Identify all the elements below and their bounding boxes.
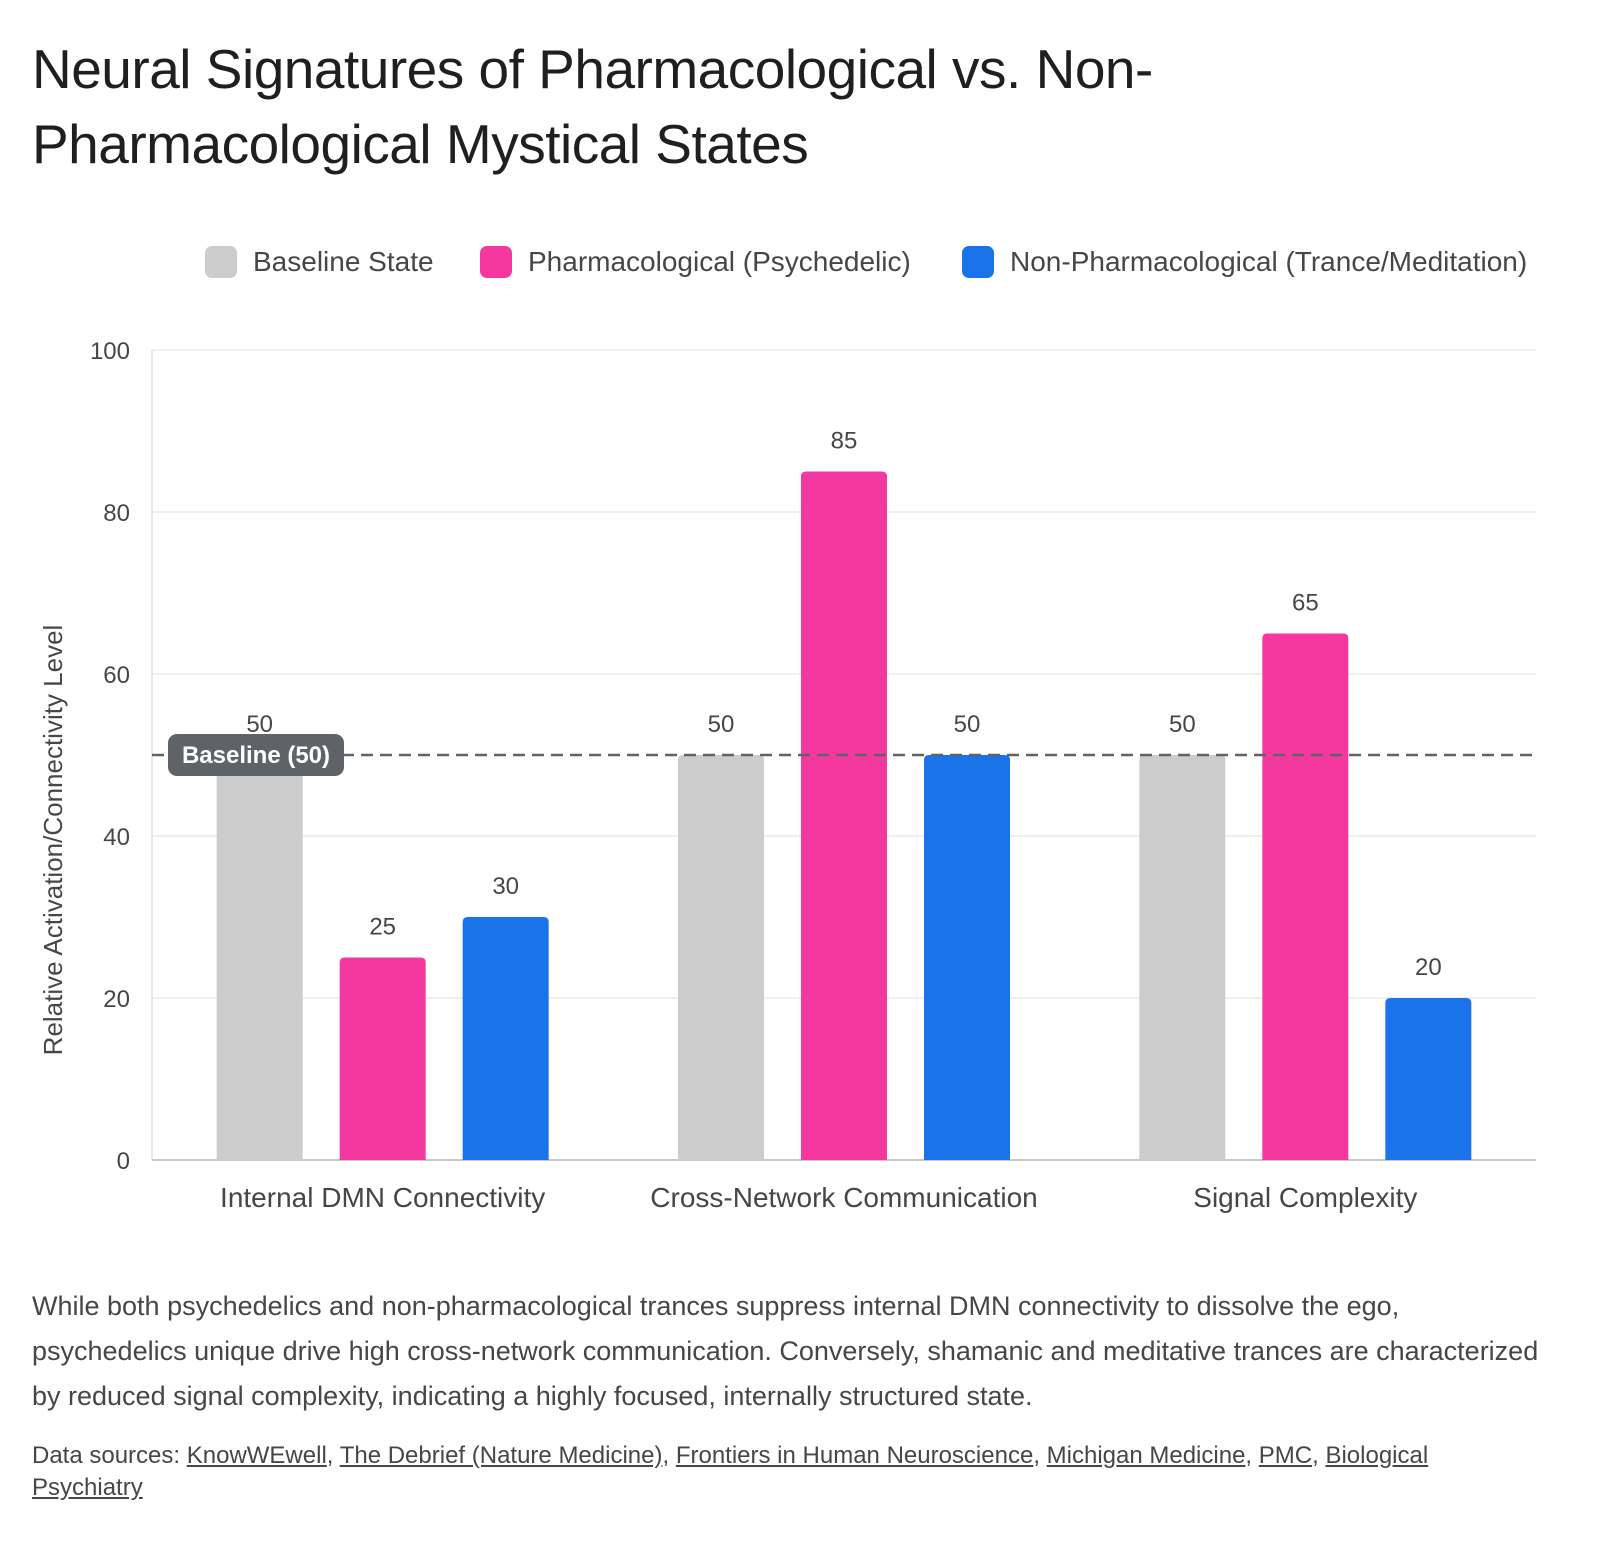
legend-label-baseline: Baseline State [253,246,434,277]
y-tick-label: 40 [103,824,130,851]
y-tick-label: 80 [103,500,130,527]
data-label: 20 [1415,954,1442,981]
y-tick-label: 100 [90,338,130,365]
y-tick-label: 0 [117,1148,130,1175]
data-label: 50 [708,711,735,738]
source-link-biological-psychiatry[interactable]: Biological Psychiatry [32,1442,1429,1501]
legend-label-pharmacological: Pharmacological (Psychedelic) [528,246,911,277]
data-sources: Data sources: KnowWEwell, The Debrief (N… [32,1442,1429,1501]
source-link-the-debrief[interactable]: The Debrief (Nature Medicine) [339,1442,663,1469]
x-tick-label: Internal DMN Connectivity [220,1182,545,1213]
data-label: 65 [1292,590,1319,617]
legend-item-non-pharmacological[interactable]: Non-Pharmacological (Trance/Meditation) [962,242,1527,282]
legend-item-baseline[interactable]: Baseline State [205,242,434,282]
bar-non-pharmacological [1385,998,1472,1160]
legend-label-non-pharmacological: Non-Pharmacological (Trance/Meditation) [1010,246,1528,277]
data-label: 50 [1169,711,1196,738]
data-label: 85 [831,428,858,455]
legend-swatch-baseline [205,246,237,278]
legend-swatch-non-pharmacological [962,246,994,278]
bar-non-pharmacological [924,755,1010,1160]
legend: Baseline State Pharmacological (Psychede… [0,242,1600,282]
bar-baseline [678,755,764,1160]
x-tick-label: Cross-Network Communication [650,1182,1037,1213]
source-link-michigan-medicine[interactable]: Michigan Medicine [1046,1442,1246,1469]
bar-baseline [216,755,303,1160]
baseline-annotation-label: Baseline (50) [182,742,330,769]
sources-prefix: Data sources: [32,1442,187,1469]
bar-chart: 0 20 40 60 80 100 Relative Activation/Connecti… [38,338,1536,1213]
data-label: 30 [492,873,519,900]
data-label: 50 [954,711,981,738]
source-link-frontiers[interactable]: Frontiers in Human Neuroscience [675,1442,1034,1469]
data-label: 50 [246,711,273,738]
y-tick-label: 20 [103,986,130,1013]
y-axis-label: Relative Activation/Connectivity Level [38,625,68,1056]
bar-pharmacological [339,957,426,1160]
legend-item-pharmacological[interactable]: Pharmacological (Psychedelic) [480,242,911,282]
data-label: 25 [369,914,396,941]
bar-pharmacological [801,471,887,1160]
baseline-annotation-box [168,734,344,776]
bar-pharmacological [1262,633,1349,1160]
source-link-pmc[interactable]: PMC [1258,1442,1313,1469]
bar-non-pharmacological [462,917,549,1160]
x-tick-label: Signal Complexity [1193,1182,1417,1213]
source-link-knowwewell[interactable]: KnowWEwell [186,1442,327,1469]
y-tick-label: 60 [103,662,130,689]
chart-caption: While both psychedelics and non-pharmaco… [32,1291,1539,1411]
bar-baseline [1139,755,1226,1160]
chart-title: Neural Signatures of Pharmacological vs.… [32,38,1153,175]
legend-swatch-pharmacological [480,246,512,278]
